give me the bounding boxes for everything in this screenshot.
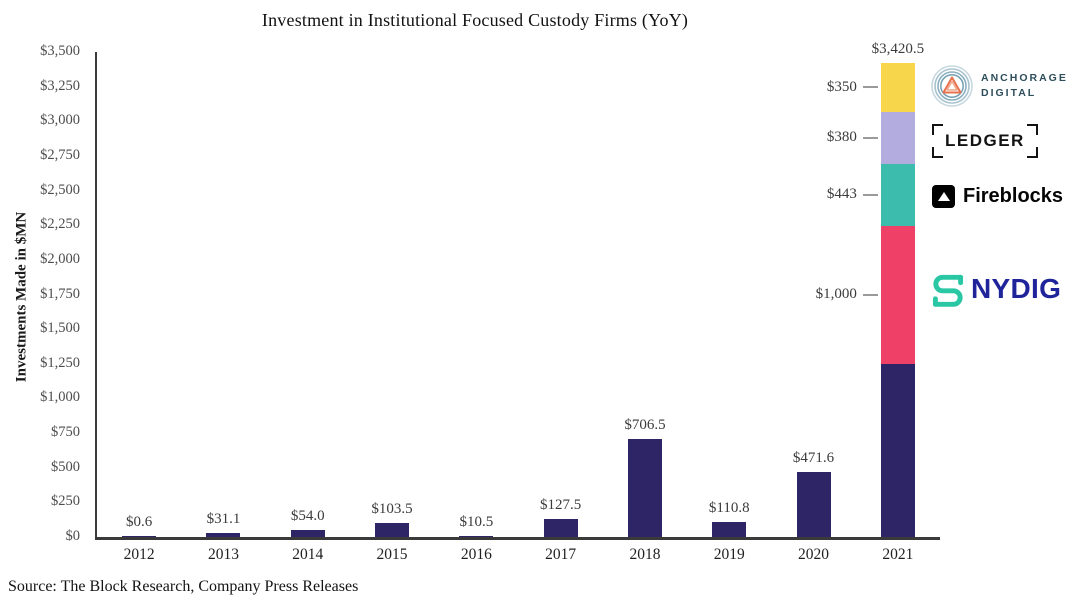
bar-value-label-2013: $31.1 [206, 510, 241, 527]
bar-2019 [712, 521, 747, 537]
stack-label-nydig: $1,000 [816, 285, 878, 305]
label-tick-icon [862, 293, 878, 296]
bar-value-label-2016: $10.5 [459, 513, 494, 530]
bar-2017 [543, 519, 578, 537]
nydig-wordmark: NYDIG [971, 273, 1062, 304]
y-tick: $1,250 [40, 354, 80, 371]
label-tick-icon [862, 193, 878, 196]
y-tick: $3,000 [40, 112, 80, 129]
fireblocks-icon [932, 185, 955, 208]
anchorage-wordmark-line1: ANCHORAGE [981, 72, 1068, 85]
bar-2013 [206, 532, 241, 537]
bar-2021 [880, 63, 915, 537]
y-axis-ticks: $3,500 $3,250 $3,000 $2,750 $2,500 $2,250 $2,0… [0, 43, 86, 544]
ledger-logo: LEDGER [932, 124, 1038, 158]
x-tick-2013: 2013 [207, 546, 239, 563]
bar-2012 [122, 536, 157, 537]
stack-label-text: $443 [826, 186, 857, 203]
y-tick: $1,750 [40, 285, 80, 302]
y-tick: $1,500 [40, 320, 80, 337]
stack-label-text: $350 [826, 78, 857, 95]
y-tick: $2,500 [40, 181, 80, 198]
ledger-bracket-icon [1026, 147, 1038, 158]
bar-value-label-2020: $471.6 [792, 449, 835, 466]
y-tick: $250 [51, 493, 80, 510]
fireblocks-wordmark: Fireblocks [963, 185, 1064, 207]
x-tick-2015: 2015 [376, 546, 408, 563]
segment-fireblocks [880, 164, 915, 226]
source-note: Source: The Block Research, Company Pres… [8, 578, 359, 595]
segment-remainder [880, 364, 915, 537]
anchorage-wordmark-line2: DIGITAL [981, 87, 1037, 99]
x-tick-2018: 2018 [629, 546, 661, 563]
y-tick: $0 [65, 528, 81, 544]
anchorage-digital-logo: ANCHORAGE DIGITAL [930, 64, 1068, 108]
anchorage-rings-icon [931, 65, 973, 107]
x-tick-2019: 2019 [713, 546, 745, 563]
bar-value-label-2014: $54.0 [290, 507, 325, 524]
x-tick-2014: 2014 [292, 546, 324, 563]
y-tick: $3,500 [40, 43, 80, 59]
stack-label-anchorage-digital: $350 [827, 77, 878, 97]
y-tick: $2,250 [40, 216, 80, 233]
y-tick: $1,000 [40, 389, 80, 406]
bar-value-label-2012: $0.6 [126, 514, 153, 530]
bar-value-label-2019: $110.8 [708, 499, 750, 516]
chart-title: Investment in Institutional Focused Cust… [261, 10, 689, 30]
bar-value-label-2015: $103.5 [371, 500, 413, 517]
ledger-bracket-icon [1026, 124, 1038, 135]
segment-ledger [880, 111, 915, 165]
ledger-wordmark: LEDGER [945, 131, 1025, 150]
bar-2018 [627, 439, 662, 537]
label-tick-icon [862, 86, 878, 89]
x-tick-2021: 2021 [882, 546, 914, 563]
bar-2020 [796, 471, 831, 537]
plot-area: $0.6 2012 $31.1 2013 $54.0 2014 $103.5 2015 $10.… [95, 41, 940, 563]
segment-nydig [880, 225, 915, 365]
legend-logos: ANCHORAGE DIGITAL LEDGER Fireblocks NYDI… [930, 52, 1080, 352]
nydig-logo: NYDIG [930, 268, 1061, 310]
bar-2015 [375, 522, 410, 537]
ledger-bracket-icon [932, 124, 943, 135]
stack-label-text: $1,000 [815, 286, 857, 303]
bar-value-label-2021: $3,420.5 [871, 41, 925, 58]
x-tick-2020: 2020 [798, 546, 830, 563]
bar-2016 [459, 535, 494, 537]
stack-label-ledger: $380 [827, 128, 878, 148]
bar-value-label-2017: $127.5 [540, 497, 582, 514]
bar-2014 [290, 529, 325, 537]
x-tick-2017: 2017 [545, 546, 577, 563]
label-tick-icon [862, 136, 878, 139]
y-tick: $2,750 [40, 146, 80, 163]
x-tick-2016: 2016 [460, 546, 492, 563]
bar-value-label-2018: $706.5 [624, 417, 666, 434]
y-tick: $3,250 [40, 77, 80, 94]
stack-label-fireblocks: $443 [827, 185, 878, 205]
y-tick: $750 [51, 424, 80, 441]
stack-label-text: $380 [826, 129, 857, 146]
x-tick-2012: 2012 [123, 546, 155, 563]
segment-anchorage-digital [880, 63, 915, 112]
nydig-icon [932, 274, 964, 307]
fireblocks-logo: Fireblocks [932, 185, 1063, 208]
y-tick: $500 [51, 458, 80, 475]
y-tick: $2,000 [40, 250, 80, 267]
ledger-bracket-icon [932, 147, 943, 158]
